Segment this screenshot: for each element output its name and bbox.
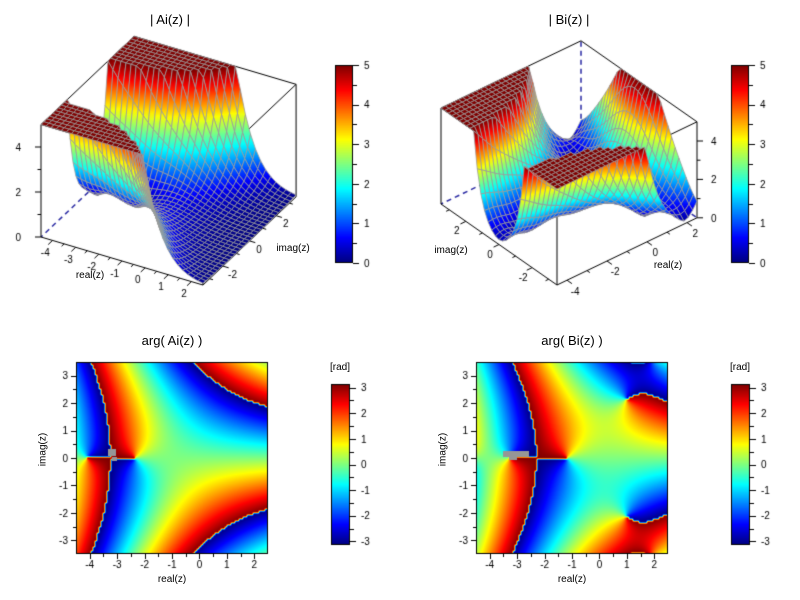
yaxis-label-heatmap-ai: imag(z) xyxy=(37,432,49,467)
yaxis-label-surface-bi: imag(z) xyxy=(434,245,468,256)
yaxis-label-heatmap-bi: imag(z) xyxy=(437,432,449,467)
title-abs-ai: | Ai(z) | xyxy=(150,12,190,27)
xaxis-label-surface-bi: real(z) xyxy=(653,260,683,271)
colorbar-unit-label-arg-ai: [rad] xyxy=(330,362,351,373)
xaxis-label-heatmap-bi: real(z) xyxy=(557,574,587,585)
xaxis-label-surface-ai: real(z) xyxy=(75,270,105,281)
title-abs-bi: | Bi(z) | xyxy=(548,12,590,27)
title-arg-ai: arg( Ai(z) ) xyxy=(141,333,203,348)
colorbar-unit-label-arg-bi: [rad] xyxy=(730,362,751,373)
title-arg-bi: arg( Bi(z) ) xyxy=(541,333,603,348)
xaxis-label-heatmap-ai: real(z) xyxy=(157,574,187,585)
yaxis-label-surface-ai: imag(z) xyxy=(276,243,310,254)
